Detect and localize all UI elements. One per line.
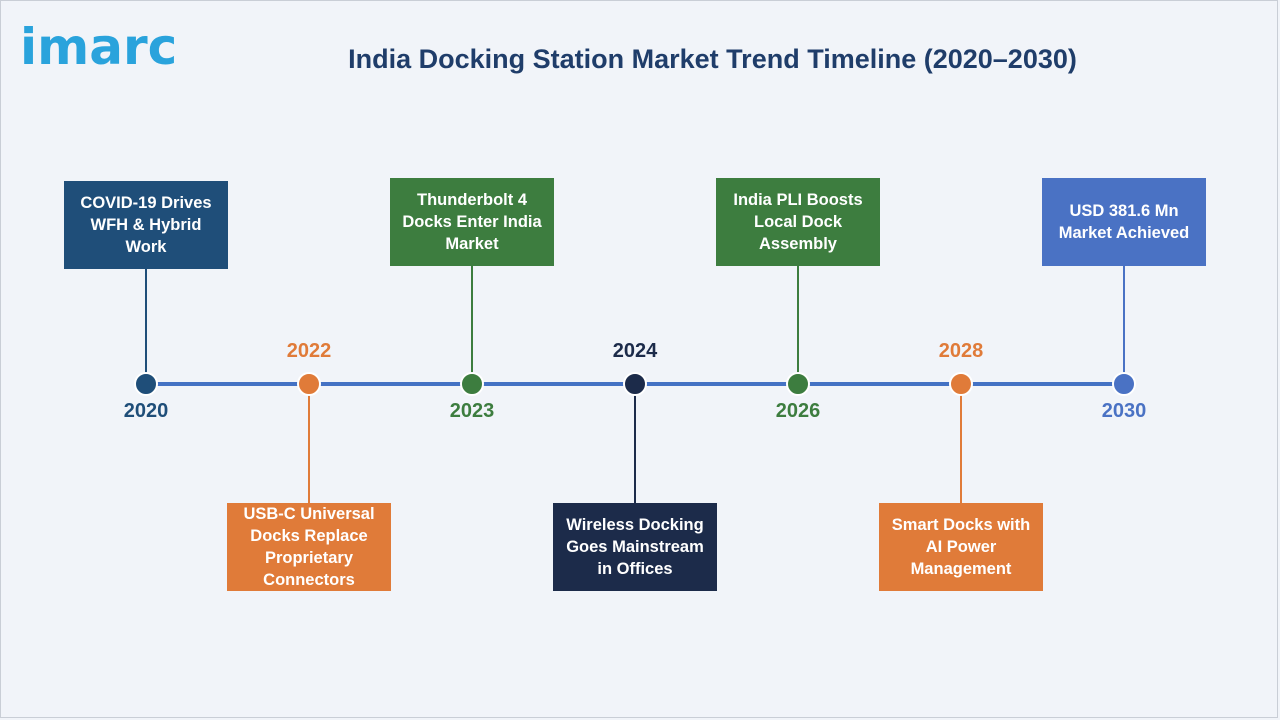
timeline-node-2020 — [134, 372, 158, 396]
year-label-2024: 2024 — [612, 340, 658, 362]
year-label-2030: 2030 — [1101, 400, 1147, 422]
milestone-box-2020: COVID-19 Drives WFH & Hybrid Work — [64, 181, 228, 269]
milestone-box-2028: Smart Docks with AI Power Management — [879, 503, 1043, 591]
timeline-node-2030 — [1112, 372, 1136, 396]
timeline-node-2028 — [949, 372, 973, 396]
year-label-2020: 2020 — [123, 400, 169, 422]
year-label-2028: 2028 — [938, 340, 984, 362]
year-label-2023: 2023 — [449, 400, 495, 422]
milestone-box-2030: USD 381.6 Mn Market Achieved — [1042, 178, 1206, 266]
milestone-box-2026: India PLI Boosts Local Dock Assembly — [716, 178, 880, 266]
timeline-node-2026 — [786, 372, 810, 396]
page-title: India Docking Station Market Trend Timel… — [348, 44, 1077, 74]
milestone-box-2024: Wireless Docking Goes Mainstream in Offi… — [553, 503, 717, 591]
milestone-box-2023: Thunderbolt 4 Docks Enter India Market — [390, 178, 554, 266]
milestone-box-2022: USB-C Universal Docks Replace Proprietar… — [227, 503, 391, 591]
timeline-node-2022 — [297, 372, 321, 396]
imarc-logo: imarc — [20, 18, 178, 76]
timeline-node-2024 — [623, 372, 647, 396]
year-label-2022: 2022 — [286, 340, 332, 362]
timeline-node-2023 — [460, 372, 484, 396]
year-label-2026: 2026 — [775, 400, 821, 422]
